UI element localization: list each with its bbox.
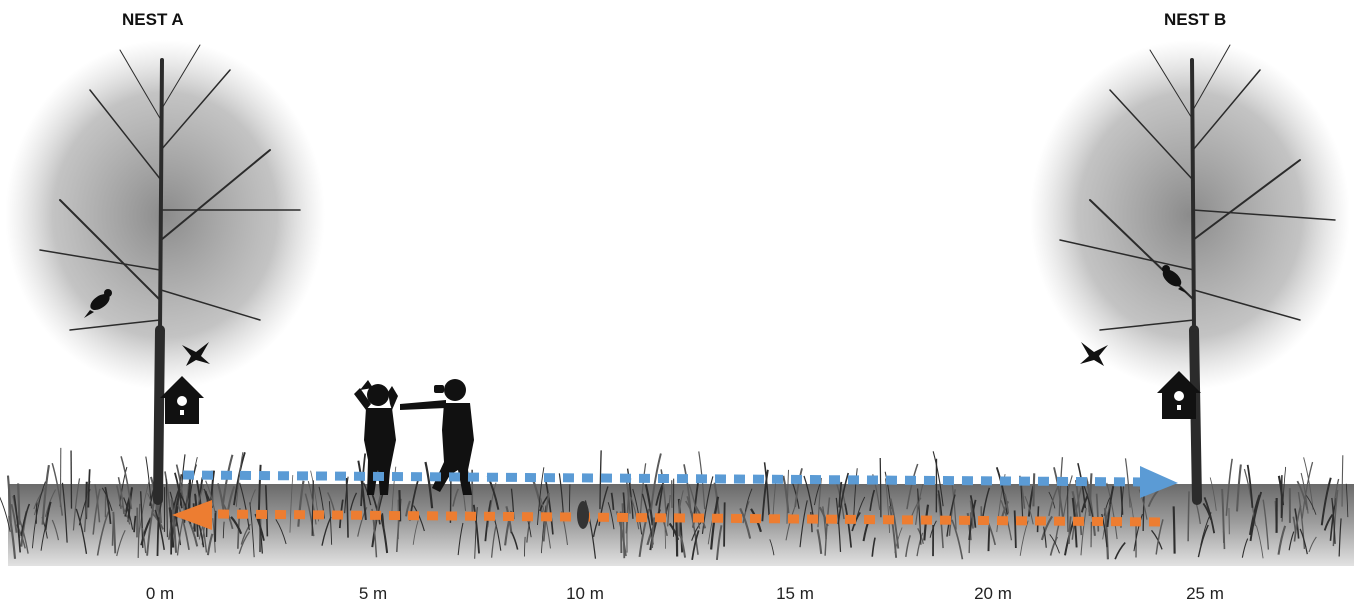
nest-b-label: NEST B: [1164, 10, 1227, 29]
arrowhead-right-icon: [1140, 466, 1178, 498]
observer-silhouette-icon: [354, 380, 398, 495]
arrowhead-left-icon: [172, 500, 212, 530]
distance-tick-label: 15 m: [776, 584, 814, 603]
distance-tick-label: 0 m: [145, 584, 175, 603]
flying-bird-icon: [182, 342, 210, 366]
tree-b: [1030, 40, 1350, 505]
arrow-a-to-b: [182, 466, 1178, 498]
distance-tick-label: 20 m: [974, 584, 1012, 603]
observer-1: [354, 380, 398, 495]
distance-tick-label: 25 m: [1186, 584, 1224, 603]
tree-a: [5, 40, 325, 505]
tree-icon: [5, 40, 325, 505]
flying-bird-icon: [1080, 342, 1108, 366]
nest-a-label: NEST A: [122, 10, 184, 29]
observer-silhouette-icon: [400, 379, 474, 495]
perched-bird-icon: [84, 289, 112, 318]
observer-2: [400, 379, 474, 495]
distance-tick-label: 5 m: [358, 584, 388, 603]
birdhouse-icon: [1157, 371, 1201, 419]
birdhouse-icon: [160, 376, 204, 424]
tree-icon: [1030, 40, 1350, 505]
perched-bird-icon: [1162, 265, 1188, 294]
arrow-b-to-a: [172, 500, 1161, 530]
distance-tick-label: 10 m: [566, 584, 604, 603]
shrub-icon: [577, 501, 589, 529]
